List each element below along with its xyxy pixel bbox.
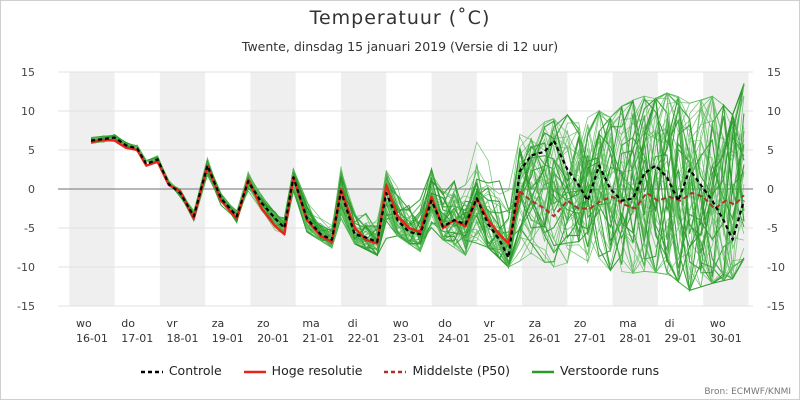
x-tick-date: 29-01	[665, 332, 697, 345]
x-tick-day: zo	[574, 317, 587, 330]
x-tick-date: 23-01	[393, 332, 425, 345]
x-tick-date: 18-01	[167, 332, 199, 345]
x-tick-date: 21-01	[302, 332, 334, 345]
x-tick-day: vr	[167, 317, 179, 330]
chart-subtitle: Twente, dinsdag 15 januari 2019 (Versie …	[241, 39, 559, 54]
legend-label: Hoge resolutie	[271, 363, 363, 378]
y-tick-label-right: 10	[767, 105, 781, 118]
x-tick-day: zo	[257, 317, 270, 330]
x-tick-day: ma	[619, 317, 636, 330]
x-tick-day: do	[121, 317, 135, 330]
x-tick-date: 24-01	[438, 332, 470, 345]
x-tick-date: 17-01	[121, 332, 153, 345]
x-tick-day: wo	[710, 317, 726, 330]
legend-label: Verstoorde runs	[560, 363, 660, 378]
legend-item-middelste[interactable]: Middelste (P50)	[384, 363, 510, 378]
legend-swatch-dashed-black	[140, 370, 163, 373]
x-tick-date: 19-01	[212, 332, 244, 345]
x-tick-day: wo	[393, 317, 409, 330]
chart-title: Temperatuur (˚C)	[309, 7, 491, 29]
x-tick-day: di	[348, 317, 358, 330]
y-tick-label-right: 0	[767, 183, 774, 196]
x-tick-day: za	[212, 317, 225, 330]
x-tick-date: 27-01	[574, 332, 606, 345]
y-tick-label-left: 10	[21, 105, 35, 118]
y-tick-label-right: -5	[767, 222, 778, 235]
x-tick-date: 30-01	[710, 332, 742, 345]
x-tick-day: za	[529, 317, 542, 330]
x-tick-day: di	[665, 317, 675, 330]
x-tick-date: 20-01	[257, 332, 289, 345]
x-tick-date: 22-01	[348, 332, 380, 345]
legend-label: Middelste (P50)	[412, 363, 511, 378]
x-tick-day: wo	[76, 317, 92, 330]
legend-label: Controle	[168, 363, 222, 378]
y-tick-label-right: -10	[767, 261, 785, 274]
x-tick-date: 26-01	[529, 332, 561, 345]
y-tick-label-left: -15	[17, 300, 35, 313]
x-tick-day: vr	[483, 317, 495, 330]
legend: Controle Hoge resolutie Middelste (P50) …	[1, 362, 799, 378]
legend-swatch-solid-green	[532, 370, 555, 373]
series-line-middelste-p50	[519, 190, 745, 218]
y-tick-label-left: 5	[28, 144, 35, 157]
y-tick-label-left: 15	[21, 66, 35, 79]
y-tick-label-right: -15	[767, 300, 785, 313]
x-tick-date: 25-01	[483, 332, 515, 345]
x-tick-day: ma	[302, 317, 319, 330]
x-tick-day: do	[438, 317, 452, 330]
y-tick-label-left: 0	[28, 183, 35, 196]
y-tick-label-right: 5	[767, 144, 774, 157]
y-tick-label-left: -5	[24, 222, 35, 235]
x-tick-date: 16-01	[76, 332, 108, 345]
source-credit: Bron: ECMWF/KNMI	[704, 387, 791, 397]
y-tick-label-left: -10	[17, 261, 35, 274]
x-tick-date: 28-01	[619, 332, 651, 345]
legend-item-hoge-resolutie[interactable]: Hoge resolutie	[243, 363, 363, 378]
legend-swatch-dashed-brown	[384, 370, 407, 373]
legend-item-controle[interactable]: Controle	[140, 363, 222, 378]
legend-item-verstoorde-runs[interactable]: Verstoorde runs	[532, 363, 659, 378]
y-tick-label-right: 15	[767, 66, 781, 79]
legend-swatch-solid-red	[243, 370, 266, 373]
